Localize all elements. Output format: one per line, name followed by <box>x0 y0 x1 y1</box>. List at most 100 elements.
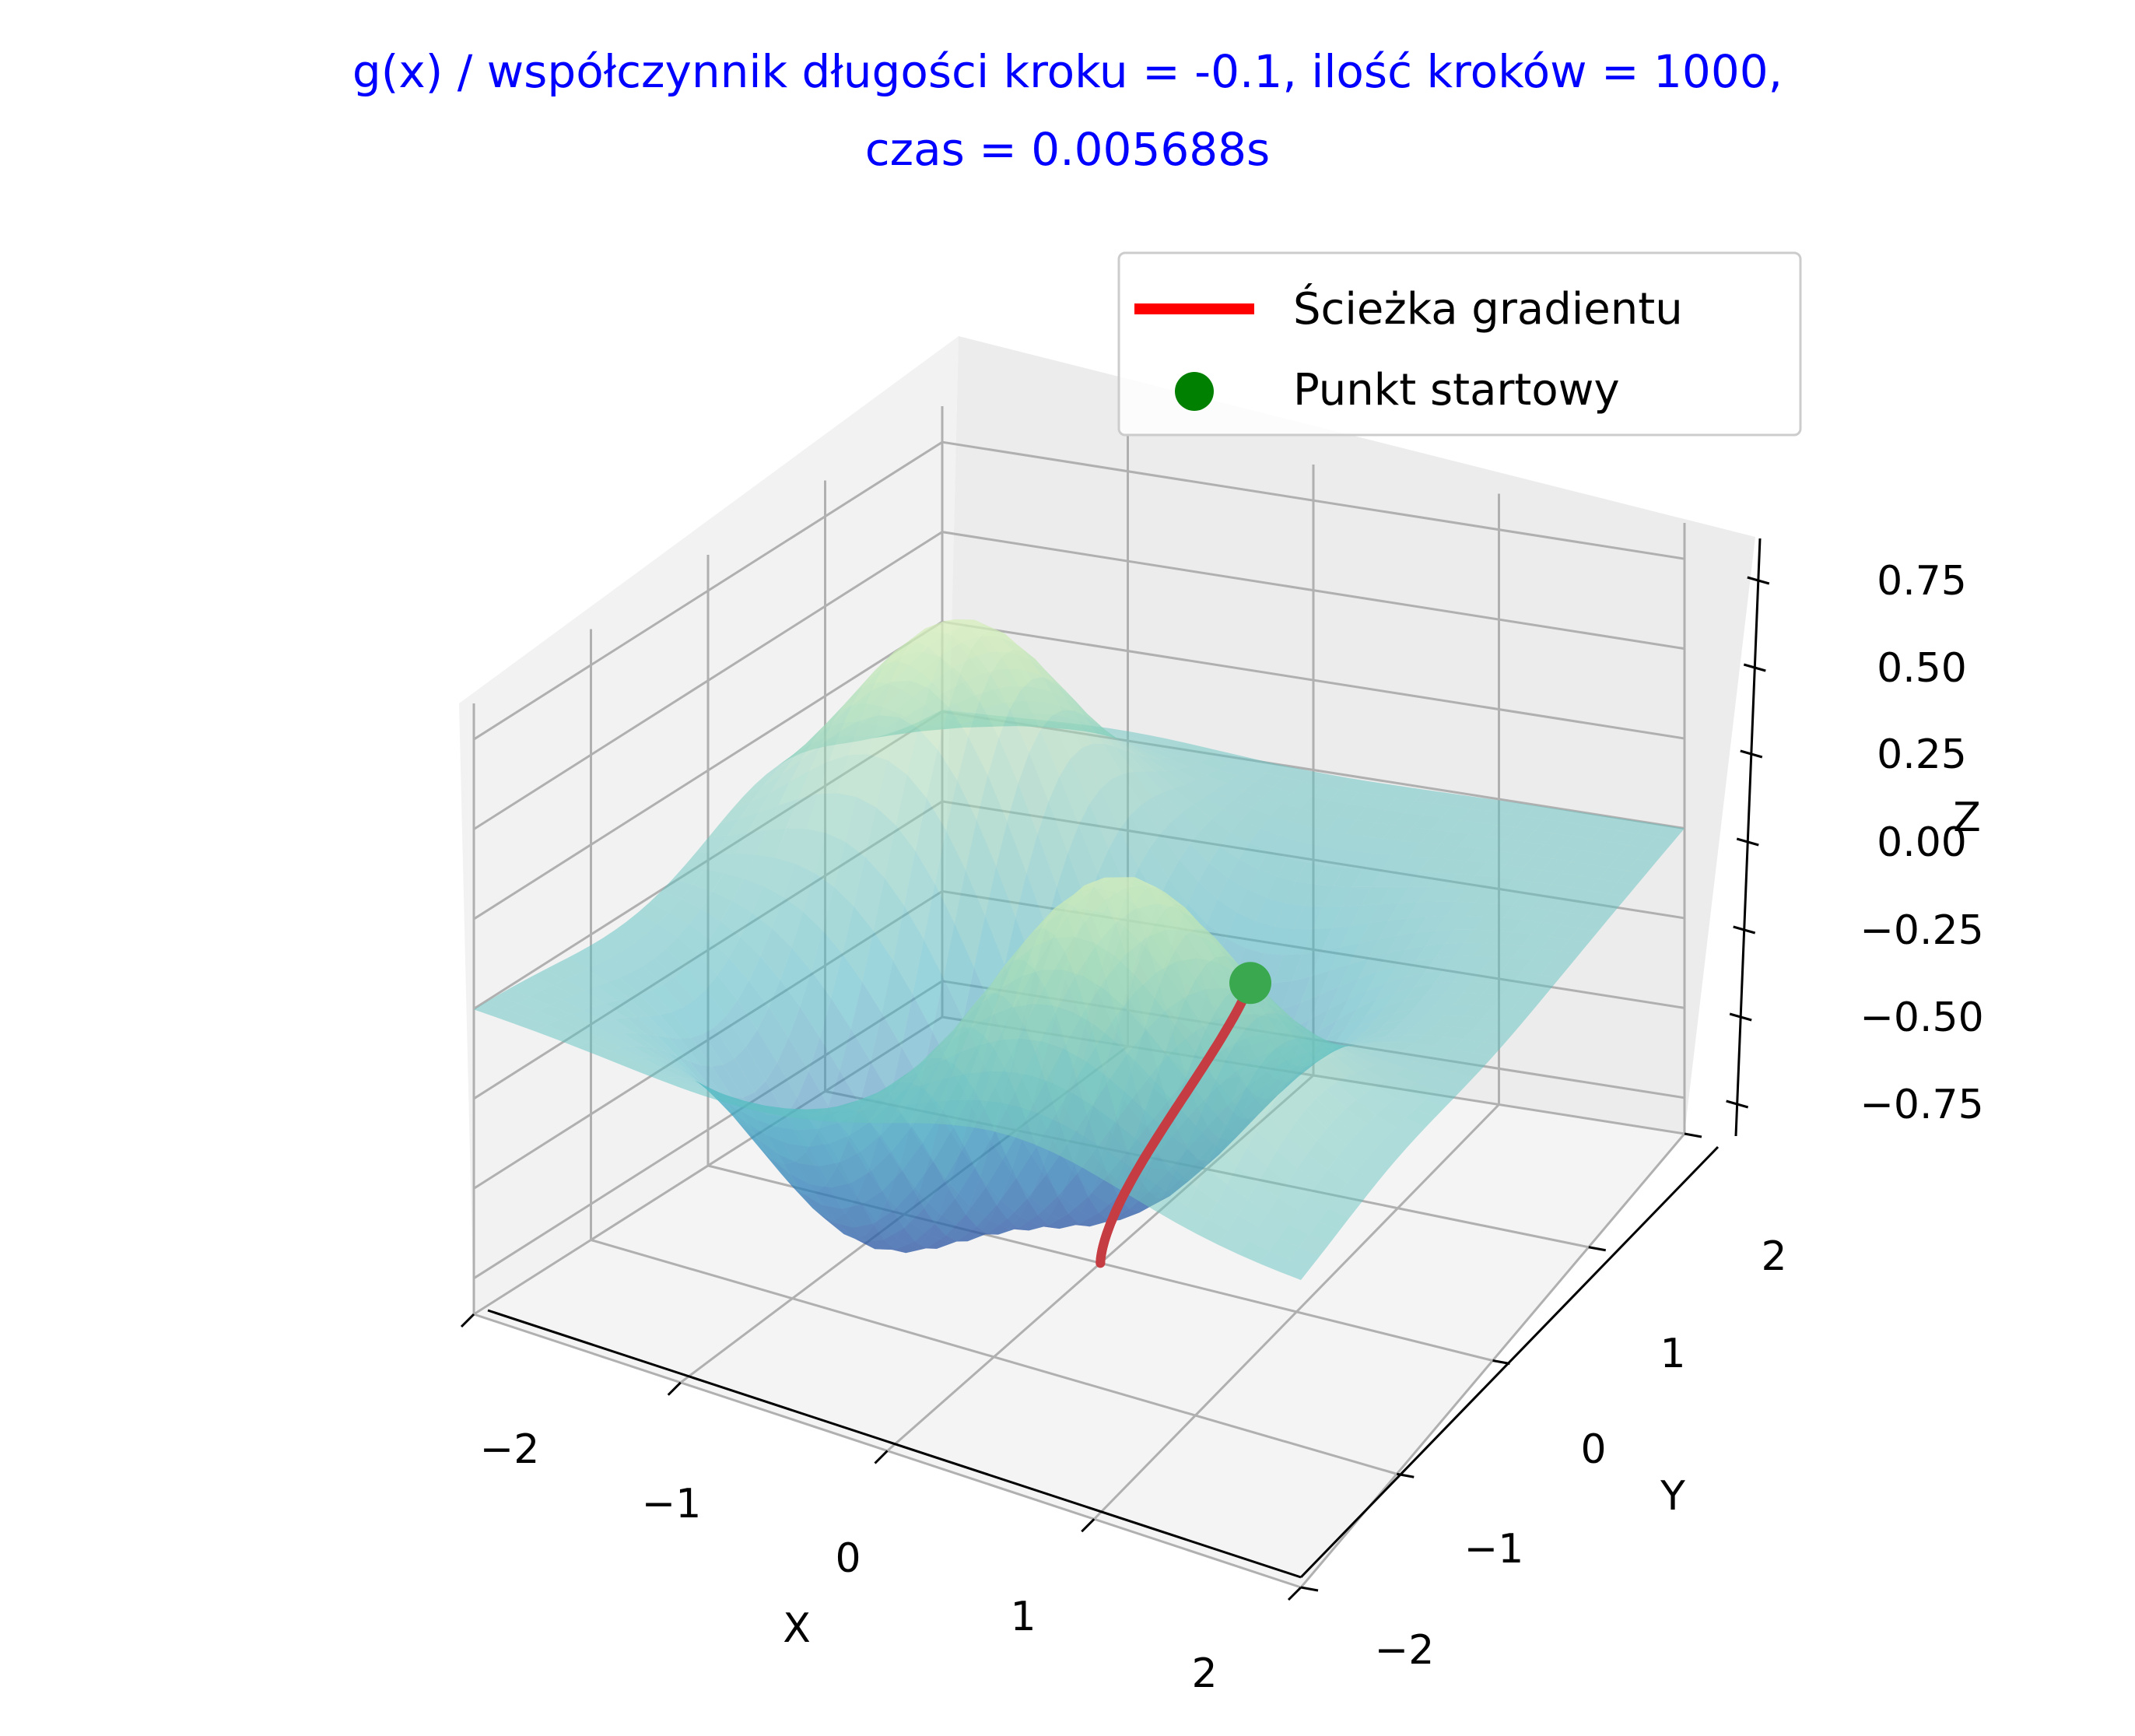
surface-patch <box>1032 1041 1064 1084</box>
surface-patch <box>969 1100 1001 1131</box>
surface-patch <box>1359 920 1389 943</box>
surface-patch <box>1348 971 1378 999</box>
surface-patch <box>1073 710 1103 744</box>
surface-patch <box>1324 848 1355 868</box>
surface-patch <box>1285 881 1315 906</box>
surface-patch <box>723 1058 755 1098</box>
surface-patch <box>1009 689 1040 753</box>
surface-patch <box>1335 1044 1365 1047</box>
surface-patch <box>1355 1036 1385 1045</box>
surface-patch <box>1246 1019 1276 1059</box>
surface-patch <box>568 1028 601 1043</box>
surface-patch <box>1103 956 1135 1007</box>
surface-patch <box>1187 763 1218 776</box>
surface-patch <box>1365 1114 1397 1138</box>
surface-patch <box>1246 868 1277 898</box>
surface-patch <box>1037 801 1068 887</box>
surface-patch <box>1337 804 1367 820</box>
surface-patch <box>825 1111 857 1123</box>
surface-patch <box>556 958 588 975</box>
surface-patch <box>577 1042 610 1056</box>
surface-patch <box>1395 1090 1425 1109</box>
surface-patch <box>1281 976 1311 1010</box>
surface-patch <box>1165 950 1196 1001</box>
surface-patch <box>1131 743 1162 751</box>
surface-patch <box>1285 1015 1316 1040</box>
surface-patch <box>739 792 771 819</box>
surface-patch <box>587 963 620 983</box>
surface-patch <box>1124 974 1155 1029</box>
surface-patch <box>1169 756 1199 767</box>
surface-patch <box>1463 1052 1493 1068</box>
surface-patch <box>1252 797 1281 815</box>
surface-patch <box>1365 1042 1395 1048</box>
surface-patch <box>1541 963 1570 978</box>
surface-patch <box>668 1037 701 1065</box>
surface-patch <box>938 707 969 780</box>
surface-patch <box>1330 943 1360 971</box>
surface-patch <box>992 943 1023 984</box>
surface-patch <box>559 1014 591 1029</box>
surface-patch <box>1292 951 1322 981</box>
surface-patch <box>1103 743 1134 774</box>
surface-patch <box>1225 775 1255 791</box>
surface-patch <box>1476 862 1505 878</box>
surface-patch <box>1269 1237 1300 1260</box>
surface-patch <box>1255 897 1285 927</box>
z-axis-label: Z <box>1953 794 1981 841</box>
surface-patch <box>833 841 865 907</box>
surface-patch <box>1114 927 1145 975</box>
surface-patch <box>918 1077 950 1104</box>
surface-patch <box>1339 958 1369 987</box>
surface-patch <box>1415 1099 1445 1117</box>
surface-patch <box>1415 970 1445 987</box>
surface-patch <box>1239 1240 1270 1264</box>
surface-patch <box>1138 848 1169 901</box>
surface-patch <box>1032 677 1063 717</box>
surface-patch <box>790 745 822 782</box>
surface-patch <box>1345 1033 1376 1047</box>
surface-patch <box>1380 886 1410 904</box>
surface-patch <box>660 1077 692 1088</box>
surface-patch <box>1139 749 1169 759</box>
surface-patch <box>1258 1212 1289 1238</box>
surface-patch <box>685 954 718 990</box>
surface-patch <box>1280 1259 1311 1280</box>
surface-patch <box>929 657 960 708</box>
surface-patch <box>926 1235 957 1249</box>
surface-patch <box>1495 839 1525 854</box>
surface-patch <box>1429 844 1459 860</box>
surface-patch <box>766 1062 798 1117</box>
x-axis-label: X <box>783 1605 811 1652</box>
surface-patch <box>1218 1230 1249 1255</box>
surface-patch <box>1256 1058 1287 1099</box>
surface-patch <box>1201 819 1231 847</box>
surface-patch <box>1345 819 1376 836</box>
surface-patch <box>1337 1015 1367 1041</box>
surface-patch <box>1038 1196 1069 1226</box>
surface-patch <box>1155 910 1186 951</box>
surface-patch <box>1048 776 1079 854</box>
surface-patch <box>950 1003 982 1042</box>
surface-patch <box>1297 1153 1328 1184</box>
surface-patch <box>1295 1038 1326 1062</box>
surface-patch <box>1284 767 1313 782</box>
surface-patch <box>596 982 629 1001</box>
surface-patch <box>1530 948 1560 963</box>
surface-patch <box>1466 875 1495 890</box>
surface-patch <box>1482 1006 1512 1021</box>
surface-patch <box>648 1015 681 1039</box>
surface-patch <box>862 931 893 1013</box>
surface-patch <box>1262 787 1292 804</box>
surface-patch <box>1043 937 1074 970</box>
surface-patch <box>915 798 946 884</box>
legend-label-gradient-path: Ścieżka gradientu <box>1293 284 1683 335</box>
y-tick-mark <box>1300 1586 1319 1592</box>
surface-patch <box>1337 990 1368 1019</box>
surface-patch <box>1551 899 1580 914</box>
surface-patch <box>1560 887 1590 902</box>
surface-patch <box>1209 846 1239 878</box>
surface-patch <box>1215 1060 1246 1106</box>
surface-patch <box>1043 677 1074 710</box>
surface-patch <box>1607 882 1637 897</box>
